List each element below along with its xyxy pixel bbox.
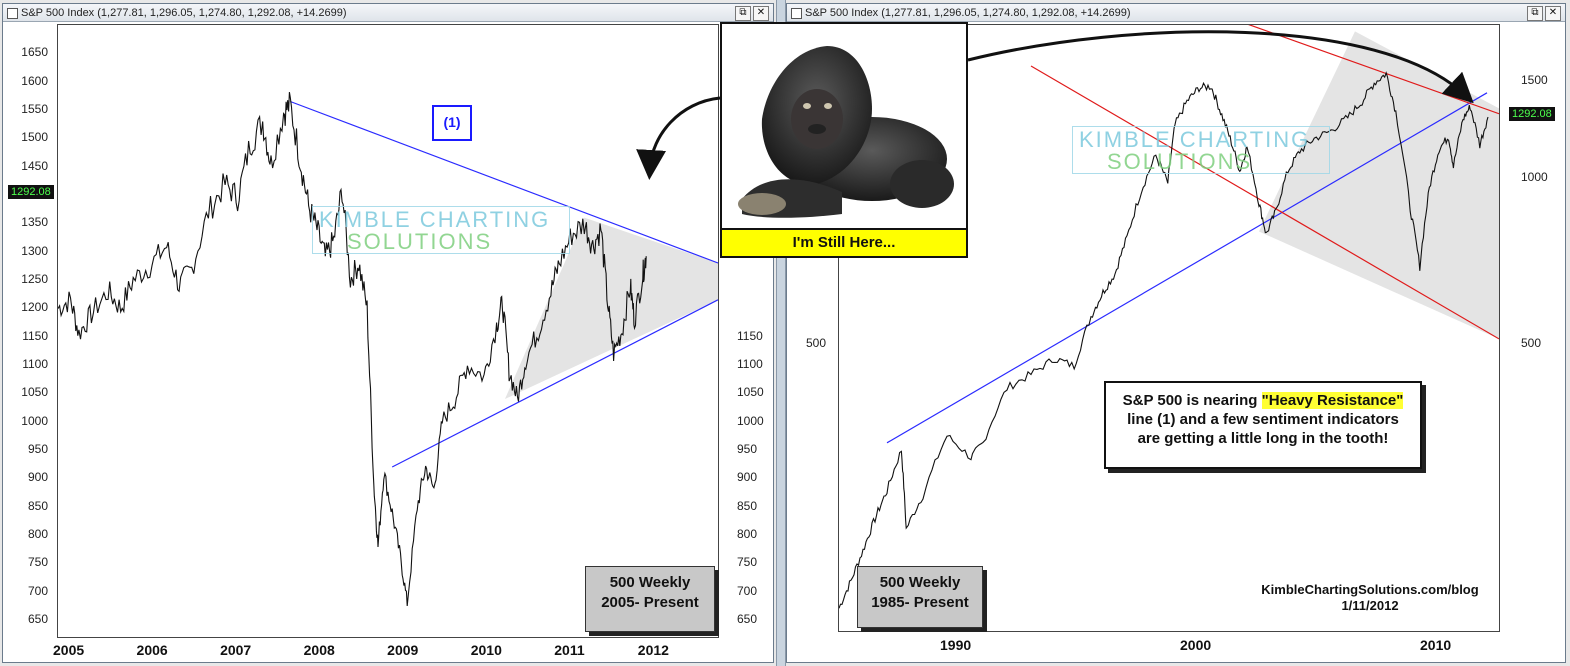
x-tick-label: 2010 [470, 642, 502, 658]
restore-button[interactable]: ⧉ [1527, 6, 1543, 21]
window-icon [7, 8, 18, 19]
x-tick-label: 2007 [220, 642, 252, 658]
credit-text: KimbleChartingSolutions.com/blog 1/11/20… [1250, 582, 1490, 614]
y-tick-label: 750 [27, 555, 48, 570]
y-tick-label: 800 [737, 527, 758, 541]
left-info-line2: 2005- Present [601, 594, 699, 611]
gorilla-leg [890, 160, 954, 208]
left-chart-svg [58, 92, 718, 607]
y-tick-label: 1300 [21, 243, 48, 258]
close-button[interactable]: ✕ [753, 6, 769, 21]
watermark-line1: KIMBLE CHARTING [1079, 127, 1311, 152]
y-tick-label: 1050 [21, 385, 48, 400]
gorilla-image [738, 46, 954, 218]
x-tick-label: 2000 [1180, 637, 1212, 653]
y-tick-label: 1000 [1521, 170, 1548, 185]
shaded-region [1259, 31, 1499, 339]
x-tick-label: 2006 [136, 642, 168, 658]
y-tick-label: 1150 [737, 328, 763, 343]
left-info-box: 500 Weekly 2005- Present [585, 566, 715, 632]
note-line1: S&P 500 is nearing "Heavy Resistance" [1106, 391, 1420, 410]
y-tick-label: 950 [27, 442, 48, 456]
y-tick-label: 900 [737, 470, 758, 485]
trend-line [1030, 65, 1499, 340]
watermark-line2: SOLUTIONS [347, 229, 493, 254]
y-tick-label: 700 [737, 583, 758, 598]
shaded-region [504, 217, 718, 399]
y-tick-label: 900 [27, 470, 48, 485]
y-tick-label: 1500 [21, 130, 48, 145]
y-tick-label: 1000 [737, 413, 764, 428]
watermark-line2: SOLUTIONS [1107, 149, 1253, 174]
y-tick-label: 950 [737, 442, 758, 456]
restore-button[interactable]: ⧉ [735, 6, 751, 21]
left-title-bar: S&P 500 Index (1,277.81, 1,296.05, 1,274… [3, 4, 773, 22]
y-tick-label: 1600 [21, 73, 48, 88]
y-tick-label: 1550 [21, 102, 48, 116]
window-splitter[interactable] [776, 0, 786, 666]
left-window-title: S&P 500 Index (1,277.81, 1,296.05, 1,274… [21, 7, 347, 19]
y-tick-label: 500 [805, 335, 826, 350]
y-tick-label: 850 [737, 498, 758, 513]
right-window-title: S&P 500 Index (1,277.81, 1,296.05, 1,274… [805, 7, 1131, 19]
y-tick-label: 650 [27, 612, 48, 626]
left-last-price-tag: 1292.08 [8, 185, 54, 199]
window-icon [791, 8, 802, 19]
y-tick-label: 1050 [737, 385, 764, 400]
gorilla-nose [808, 124, 826, 134]
trend-line [391, 299, 718, 468]
y-tick-label: 1100 [737, 357, 763, 371]
right-watermark: KIMBLE CHARTING SOLUTIONS [1072, 126, 1330, 174]
y-tick-label: 1000 [21, 413, 48, 428]
y-tick-label: 1150 [22, 328, 48, 343]
x-tick-label: 2011 [554, 642, 585, 658]
y-tick-label: 1250 [21, 272, 48, 286]
y-tick-label: 1200 [21, 300, 48, 315]
credit-url: KimbleChartingSolutions.com/blog [1261, 582, 1479, 597]
x-tick-label: 2009 [387, 642, 419, 658]
gorilla-eye [803, 103, 811, 109]
note-line2: line (1) and a few sentiment indicators [1127, 411, 1399, 428]
y-tick-label: 500 [1521, 335, 1542, 350]
x-tick-label: 2010 [1420, 637, 1452, 653]
note-prefix: S&P 500 is nearing [1122, 392, 1262, 409]
trend-line [886, 92, 1488, 444]
x-tick-label: 1990 [940, 637, 972, 653]
resistance-note-box: S&P 500 is nearing "Heavy Resistance" li… [1104, 381, 1422, 469]
resistance-line-label: (1) [432, 105, 472, 141]
y-tick-label: 1650 [21, 45, 48, 60]
right-info-line1: 500 Weekly [879, 574, 961, 591]
right-info-box: 500 Weekly 1985- Present [857, 566, 983, 628]
y-tick-label: 1350 [21, 215, 48, 230]
gorilla-hand [738, 193, 786, 215]
gorilla-eye [824, 103, 832, 109]
price-series-line [58, 92, 647, 607]
right-last-price-tag: 1292.08 [1509, 107, 1555, 121]
left-watermark: KIMBLE CHARTING SOLUTIONS [312, 206, 570, 254]
y-tick-label: 800 [27, 527, 48, 541]
trend-line [290, 100, 718, 264]
y-tick-label: 1500 [1521, 73, 1548, 88]
note-highlight: "Heavy Resistance" [1261, 392, 1404, 409]
y-tick-label: 650 [737, 612, 758, 626]
right-info-line2: 1985- Present [871, 594, 969, 611]
y-tick-label: 850 [27, 498, 48, 513]
y-tick-label: 750 [737, 555, 758, 570]
y-tick-label: 1100 [22, 357, 48, 371]
gorilla-card [720, 22, 968, 230]
note-line3: are getting a little long in the tooth! [1137, 430, 1389, 447]
y-tick-label: 1450 [21, 158, 48, 173]
x-tick-label: 2008 [303, 642, 335, 658]
gorilla-face [791, 89, 843, 149]
right-title-bar: S&P 500 Index (1,277.81, 1,296.05, 1,274… [787, 4, 1565, 22]
x-tick-label: 2012 [637, 642, 669, 658]
left-plot-area [57, 24, 719, 638]
x-tick-label: 2005 [53, 642, 85, 658]
left-info-line1: 500 Weekly [609, 574, 691, 591]
watermark-line1: KIMBLE CHARTING [319, 207, 551, 232]
gorilla-caption: I'm Still Here... [720, 228, 968, 258]
y-tick-label: 700 [27, 583, 48, 598]
credit-date: 1/11/2012 [1341, 598, 1399, 613]
close-button[interactable]: ✕ [1545, 6, 1561, 21]
